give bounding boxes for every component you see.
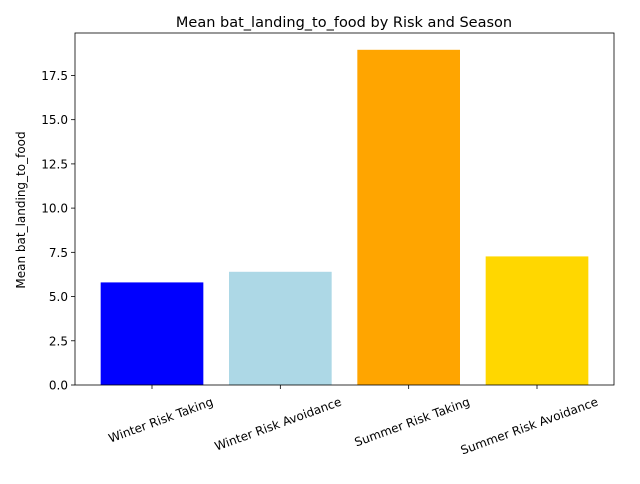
plot-frame bbox=[74, 32, 615, 386]
bar-2 bbox=[229, 271, 332, 385]
y-axis-label: Mean bat_landing_to_food bbox=[14, 131, 28, 288]
bar-1 bbox=[100, 282, 204, 385]
y-tick-label: 2.5 bbox=[49, 334, 68, 348]
x-tick-label: Winter Risk Taking bbox=[107, 395, 215, 446]
axes-frame bbox=[74, 32, 615, 386]
bar-3 bbox=[357, 49, 460, 386]
x-tick-label: Summer Risk Taking bbox=[353, 395, 472, 450]
y-tick-label: 7.5 bbox=[49, 246, 68, 260]
y-tick-label: 17.5 bbox=[41, 69, 68, 83]
x-tick-label: Summer Risk Avoidance bbox=[459, 395, 600, 458]
y-axis-ticks: 0.0 2.5 5.0 7.5 10.0 12.5 15.0 17.5 bbox=[41, 69, 75, 393]
x-tick-label: Winter Risk Avoidance bbox=[213, 395, 344, 454]
bars-group bbox=[100, 49, 589, 386]
y-tick-label: 10.0 bbox=[41, 202, 68, 216]
y-tick-label: 15.0 bbox=[41, 113, 68, 127]
y-tick-label: 12.5 bbox=[41, 157, 68, 171]
y-tick-label: 5.0 bbox=[49, 290, 68, 304]
chart-title: Mean bat_landing_to_food by Risk and Sea… bbox=[176, 15, 512, 31]
y-tick-label: 0.0 bbox=[49, 379, 68, 393]
bar-4 bbox=[485, 256, 589, 385]
